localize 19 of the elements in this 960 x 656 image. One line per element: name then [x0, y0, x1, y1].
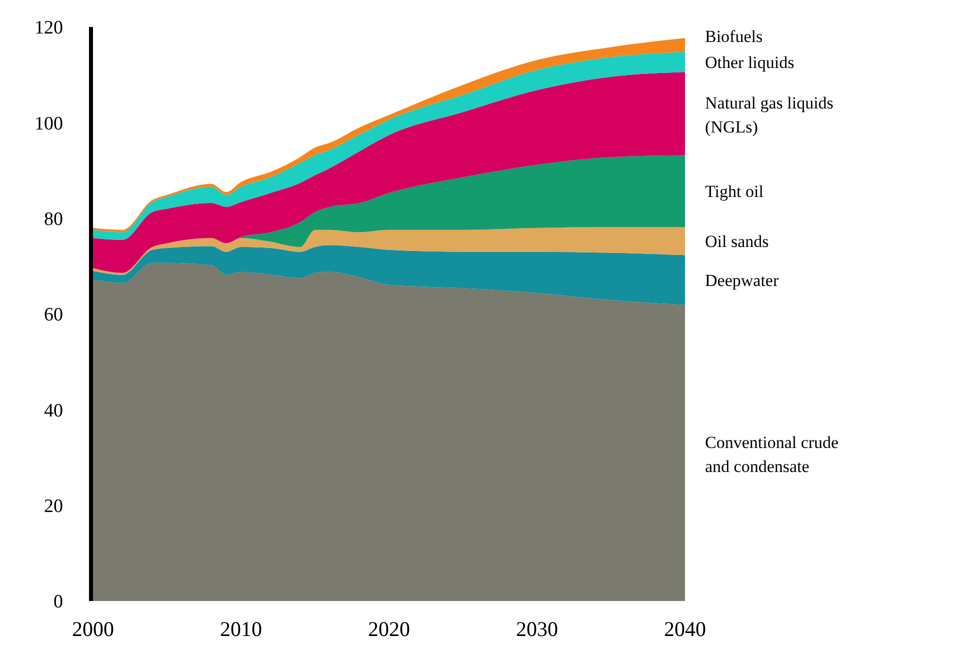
series-label: Conventional crude and condensate: [705, 432, 839, 476]
series-label: Biofuels: [705, 26, 763, 46]
x-tick-label: 2000: [72, 617, 114, 641]
y-tick-label: 0: [54, 592, 63, 613]
x-tick-label: 2010: [220, 617, 262, 641]
y-tick-label: 20: [44, 496, 63, 517]
series-label: Tight oil: [705, 182, 764, 202]
y-tick-label: 60: [44, 304, 63, 326]
x-tick-label: 2030: [516, 617, 558, 641]
y-tick-label: 80: [44, 208, 63, 230]
y-tick-label: 120: [34, 18, 63, 39]
x-tick-label: 2020: [368, 617, 410, 641]
series-label: Natural gas liquids (NGLs): [705, 94, 834, 137]
x-tick-label: 2040: [664, 617, 706, 641]
y-tick-label: 40: [44, 400, 63, 422]
series-label: Deepwater: [705, 270, 779, 290]
series-label: Oil sands: [705, 232, 769, 252]
y-tick-label: 100: [34, 113, 63, 134]
series-label: Other liquids: [705, 52, 794, 72]
